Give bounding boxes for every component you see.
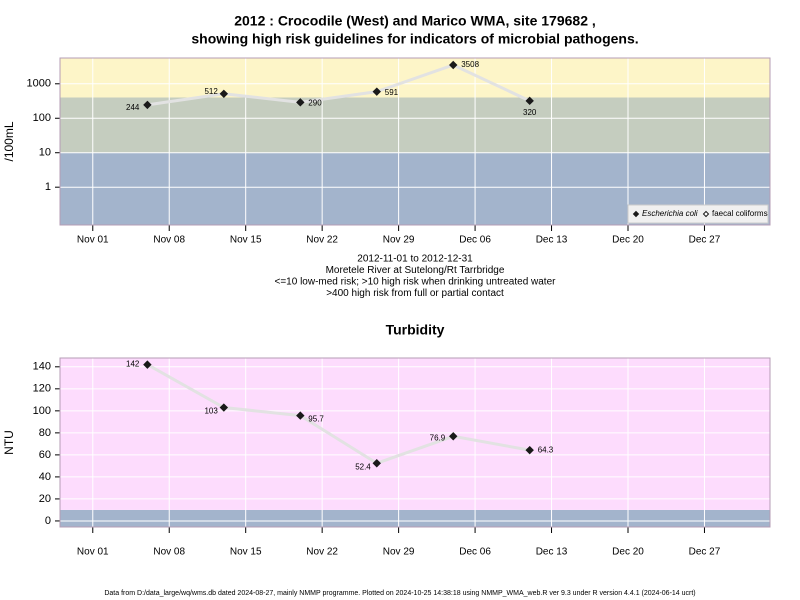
y-tick-label: 60 — [39, 449, 51, 461]
data-label: 320 — [523, 108, 537, 117]
x-tick-label: Nov 08 — [153, 235, 185, 246]
data-label: 103 — [204, 407, 218, 416]
y-axis-label: NTU — [2, 430, 16, 455]
data-label: 591 — [385, 88, 399, 97]
data-label: 76.9 — [430, 433, 446, 442]
x-tick-label: Dec 27 — [689, 547, 721, 558]
y-tick-label: 10 — [39, 147, 51, 159]
data-point — [525, 445, 534, 455]
x-tick-label: Dec 27 — [689, 235, 721, 246]
x-tick-label: Nov 29 — [383, 547, 415, 558]
y-tick-label: 0 — [45, 515, 51, 527]
x-tick-label: Nov 15 — [230, 235, 262, 246]
footer: Data from D:/data_large/wq/wms.db dated … — [104, 590, 695, 597]
y-tick-label: 20 — [39, 493, 51, 505]
x-tick-label: Dec 13 — [536, 547, 568, 558]
data-point — [449, 60, 458, 70]
data-label: 290 — [308, 98, 322, 107]
data-label: 244 — [126, 103, 140, 112]
x-tick-label: Dec 06 — [459, 547, 491, 558]
note: Moretele River at Sutelong/Rt Tarrbridge — [326, 265, 505, 276]
x-tick-label: Dec 20 — [612, 235, 644, 246]
x-tick-label: Nov 22 — [306, 235, 338, 246]
y-tick-label: 40 — [39, 471, 51, 483]
data-point — [296, 411, 305, 420]
legend-label: Escherichia coli — [642, 209, 698, 218]
series-line — [147, 63, 531, 107]
x-tick-label: Nov 15 — [230, 547, 262, 558]
legend-label: faecal coliforms — [712, 209, 768, 218]
legend-marker — [632, 210, 640, 218]
guideline-band — [60, 358, 770, 510]
series-line — [146, 363, 530, 465]
legend-marker — [702, 210, 710, 218]
x-tick-label: Nov 01 — [77, 235, 109, 246]
y-axis-label: /100mL — [2, 121, 16, 161]
x-tick-label: Nov 22 — [306, 547, 338, 558]
x-tick-label: Nov 01 — [77, 547, 109, 558]
data-point — [219, 403, 229, 412]
data-label: 95.7 — [308, 415, 324, 424]
y-tick-label: 100 — [33, 405, 51, 417]
data-point — [372, 459, 381, 468]
data-point — [143, 100, 152, 110]
data-point — [372, 87, 381, 96]
x-tick-label: Dec 20 — [612, 547, 644, 558]
plot-frame — [59, 357, 771, 528]
y-tick-label: 140 — [33, 361, 51, 373]
data-point — [143, 360, 152, 369]
legend — [627, 204, 769, 224]
guideline-band — [60, 97, 770, 153]
data-point — [296, 98, 305, 107]
note: 2012-11-01 to 2012-12-31 — [357, 254, 473, 265]
chart-title: showing high risk guidelines for indicat… — [191, 31, 638, 47]
x-tick-label: Dec 06 — [459, 235, 491, 246]
data-point — [525, 96, 534, 106]
guideline-band — [60, 509, 770, 527]
y-tick-label: 1 — [45, 181, 51, 193]
chart-title: Turbidity — [386, 322, 445, 338]
data-label: 142 — [126, 360, 140, 369]
y-tick-label: 100 — [33, 112, 51, 124]
data-label: 512 — [204, 87, 218, 96]
y-tick-label: 1000 — [27, 78, 51, 90]
x-tick-label: Nov 08 — [153, 547, 185, 558]
x-tick-label: Nov 29 — [383, 235, 415, 246]
note: >400 high risk from full or partial cont… — [326, 288, 504, 299]
x-tick-label: Dec 13 — [536, 235, 568, 246]
y-tick-label: 120 — [33, 383, 51, 395]
data-label: 64.3 — [538, 445, 554, 454]
chart-title: 2012 : Crocodile (West) and Marico WMA, … — [234, 13, 596, 29]
data-point — [219, 89, 229, 99]
data-label: 52.4 — [355, 462, 371, 471]
note: <=10 low-med risk; >10 high risk when dr… — [275, 277, 557, 288]
plot-frame — [59, 57, 771, 226]
y-tick-label: 80 — [39, 427, 51, 439]
data-point — [449, 432, 458, 441]
data-label: 3508 — [461, 60, 479, 69]
